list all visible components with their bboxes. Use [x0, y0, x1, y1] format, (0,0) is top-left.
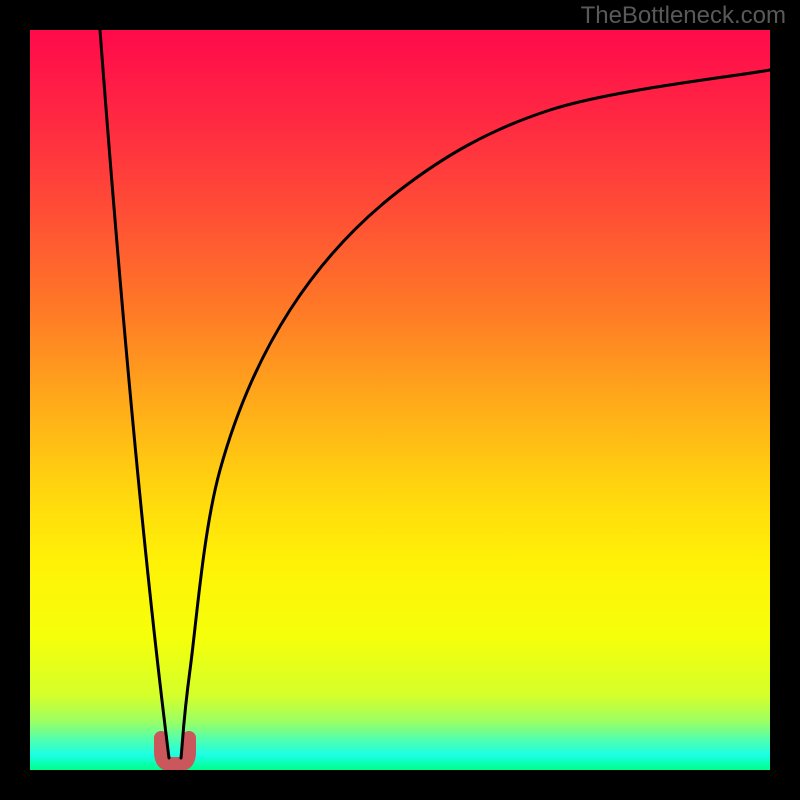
curve-left-branch — [100, 30, 169, 758]
curve-layer — [30, 30, 770, 770]
plot-area — [30, 30, 770, 770]
curve-right-branch — [181, 70, 770, 758]
watermark-text: TheBottleneck.com — [581, 2, 786, 30]
valley-marker — [161, 738, 189, 764]
chart-frame: TheBottleneck.com — [0, 0, 800, 800]
